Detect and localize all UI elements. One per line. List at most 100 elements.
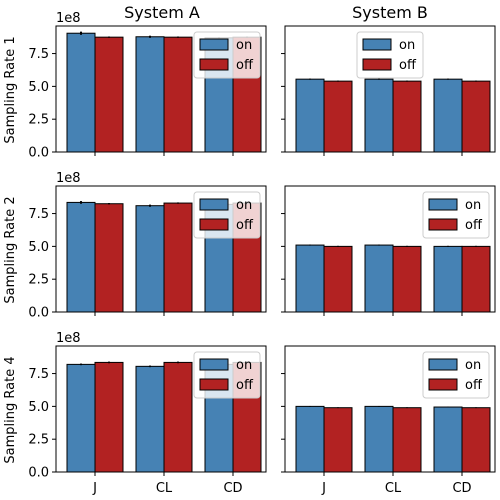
y-tick-label: 5.0: [28, 240, 49, 255]
legend-label-off: off: [465, 378, 483, 393]
bar-on-j: [295, 405, 325, 473]
bar-off-j: [323, 80, 353, 153]
legend-label-off: off: [236, 58, 254, 73]
legend-label-on: on: [465, 358, 481, 373]
legend: on off: [422, 191, 490, 239]
bar-off-cl: [163, 361, 193, 473]
legend-swatch-on: [199, 358, 229, 371]
legend-swatch-off: [362, 58, 392, 71]
bar-off-j: [323, 407, 353, 473]
bar-off-cd: [461, 245, 491, 313]
bar-on-j: [295, 244, 325, 313]
x-tick-label-j: J: [92, 481, 97, 496]
panel-r2c1: 0.0 2.5 5.0 7.5 1e8 on off: [28, 171, 267, 321]
legend: on off: [193, 351, 261, 399]
y-tick-label: 0.0: [28, 306, 49, 321]
legend-swatch-on: [428, 358, 458, 371]
bar-on-cd: [433, 78, 463, 153]
bar-on-j: [66, 363, 96, 473]
y-tick-label: 7.5: [28, 207, 49, 222]
legend-swatch-off: [199, 378, 229, 391]
y-tick-label: 2.5: [28, 433, 49, 448]
panel-frame: [55, 345, 267, 473]
legend-swatch-off: [428, 378, 458, 391]
y-tick-label: 5.0: [28, 80, 49, 95]
row-label-sampling-rate-2: Sampling Rate 2: [3, 196, 18, 303]
bar-off-j: [94, 361, 124, 473]
panel-frame: [55, 185, 267, 313]
y-tick-label: 2.5: [28, 273, 49, 288]
bar-on-cl: [364, 405, 394, 473]
x-tick-label-j: J: [321, 481, 326, 496]
legend-label-on: on: [399, 38, 415, 53]
legend-swatch-on: [199, 198, 229, 211]
panel-frame: [284, 25, 496, 153]
panel-frame: [284, 345, 496, 473]
panel-r1c2: on off: [281, 25, 496, 156]
legend-label-off: off: [399, 58, 417, 73]
legend-swatch-off: [199, 58, 229, 71]
bar-off-cl: [163, 36, 193, 153]
legend-swatch-off: [428, 218, 458, 231]
x-tick-label-cd: CD: [452, 481, 471, 496]
y-offset-label: 1e8: [56, 11, 81, 26]
y-tick-label: 5.0: [28, 400, 49, 415]
bar-off-cd: [461, 407, 491, 473]
plot-area: 0.0 2.5 5.0 7.5 1e8 on off on off 0.0 2.5 5.0 7.5 1e8…: [28, 11, 496, 496]
legend: on off: [422, 351, 490, 399]
bar-on-cl: [364, 78, 394, 153]
y-tick-label: 0.0: [28, 466, 49, 481]
column-title-system-b: System B: [352, 3, 428, 22]
bar-on-j: [295, 78, 325, 153]
panel-r3c2: J CL CD on off: [281, 345, 496, 496]
bar-off-cl: [392, 407, 422, 473]
bar-on-j: [66, 32, 96, 153]
bar-off-j: [94, 203, 124, 313]
row-label-sampling-rate-1: Sampling Rate 1: [3, 36, 18, 143]
y-tick-label: 0.0: [28, 146, 49, 161]
y-tick-label: 7.5: [28, 367, 49, 382]
legend-label-on: on: [236, 198, 252, 213]
bar-on-cl: [135, 205, 165, 313]
legend-swatch-on: [428, 198, 458, 211]
y-offset-label: 1e8: [56, 331, 81, 346]
legend-label-off: off: [236, 378, 254, 393]
legend-label-off: off: [465, 218, 483, 233]
legend-label-off: off: [236, 218, 254, 233]
bar-on-cl: [135, 36, 165, 153]
bar-off-cl: [392, 245, 422, 313]
row-label-sampling-rate-4: Sampling Rate 4: [3, 356, 18, 463]
legend-label-on: on: [465, 198, 481, 213]
bar-off-cl: [392, 80, 422, 153]
y-tick-label: 7.5: [28, 47, 49, 62]
column-title-system-a: System A: [124, 3, 200, 22]
legend: on off: [193, 191, 261, 239]
y-offset-label: 1e8: [56, 171, 81, 186]
bar-off-j: [323, 245, 353, 313]
legend: on off: [193, 31, 261, 79]
panel-r2c2: on off: [281, 185, 496, 316]
legend-swatch-on: [199, 38, 229, 51]
panel-r3c1: 0.0 2.5 5.0 7.5 J CL CD 1e8 on off: [28, 331, 267, 496]
bar-on-cl: [135, 365, 165, 473]
bar-on-cl: [364, 244, 394, 313]
y-tick-label: 2.5: [28, 113, 49, 128]
bar-on-j: [66, 201, 96, 313]
bar-off-cd: [461, 80, 491, 153]
bar-off-j: [94, 36, 124, 153]
legend-swatch-off: [199, 218, 229, 231]
legend-label-on: on: [236, 38, 252, 53]
bar-on-cd: [433, 245, 463, 313]
bar-on-cd: [433, 406, 463, 473]
panel-r1c1: 0.0 2.5 5.0 7.5 1e8 on off: [28, 11, 267, 161]
panel-frame: [284, 185, 496, 313]
panel-frame: [55, 25, 267, 153]
x-tick-label-cl: CL: [385, 481, 402, 496]
x-tick-label-cd: CD: [223, 481, 242, 496]
legend-swatch-on: [362, 38, 392, 51]
bar-off-cl: [163, 202, 193, 313]
legend: on off: [356, 31, 424, 79]
legend-label-on: on: [236, 358, 252, 373]
x-tick-label-cl: CL: [156, 481, 173, 496]
